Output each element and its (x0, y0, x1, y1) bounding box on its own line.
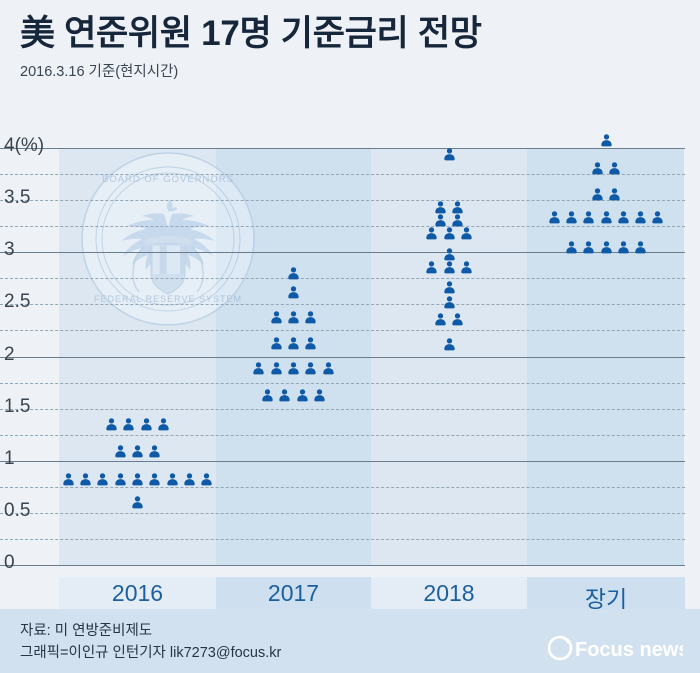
svg-text:FEDERAL RESERVE SYSTEM: FEDERAL RESERVE SYSTEM (94, 294, 242, 304)
svg-text:BOARD OF GOVERNORS: BOARD OF GOVERNORS (102, 174, 234, 185)
svg-text:Focus news: Focus news (575, 639, 683, 661)
